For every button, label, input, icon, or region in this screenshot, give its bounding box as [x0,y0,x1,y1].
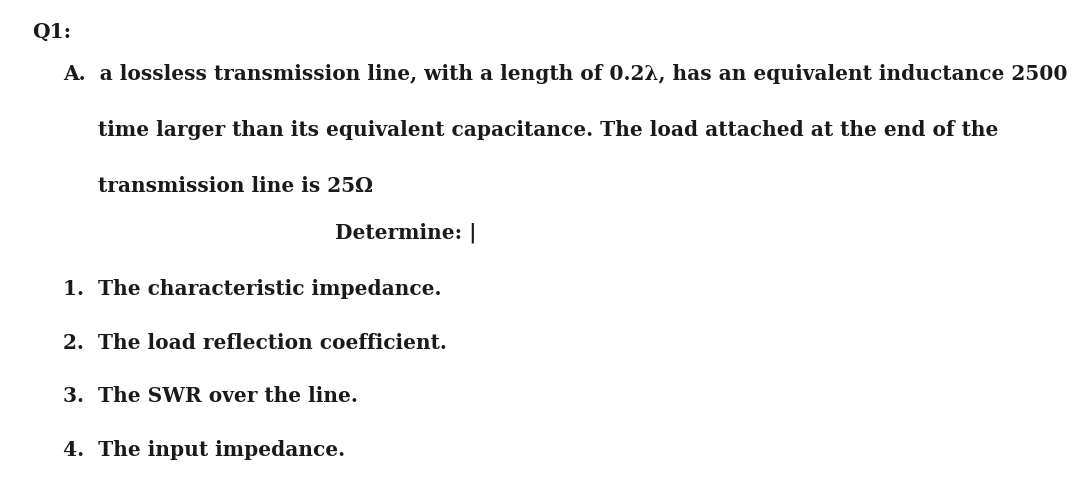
Text: Q1:: Q1: [32,22,71,42]
Text: 4.  The input impedance.: 4. The input impedance. [63,439,345,459]
Text: time larger than its equivalent capacitance. The load attached at the end of the: time larger than its equivalent capacita… [63,120,998,140]
Text: 2.  The load reflection coefficient.: 2. The load reflection coefficient. [63,332,446,352]
Text: A.  a lossless transmission line, with a length of 0.2λ, has an equivalent induc: A. a lossless transmission line, with a … [63,63,1067,83]
Text: 1.  The characteristic impedance.: 1. The characteristic impedance. [63,278,441,298]
Text: transmission line is 25Ω: transmission line is 25Ω [63,176,373,196]
Text: Determine: |: Determine: | [335,222,476,243]
Text: 3.  The SWR over the line.: 3. The SWR over the line. [63,386,357,406]
